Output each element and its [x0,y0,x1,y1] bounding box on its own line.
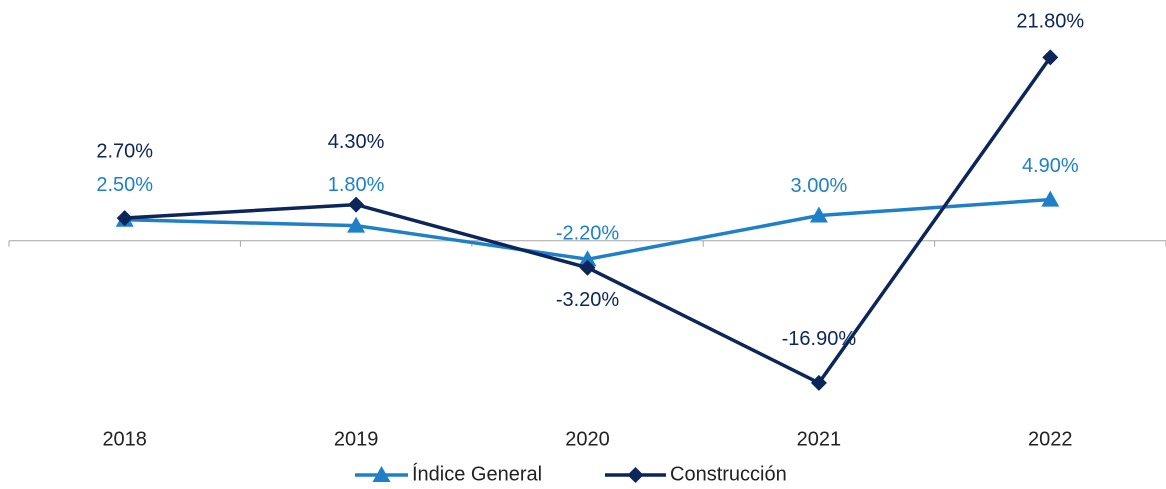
data-point [810,374,827,391]
x-tick-label: 2018 [102,428,147,450]
data-point [348,196,365,213]
data-label: 2.50% [96,174,153,196]
data-label: -2.20% [556,223,620,245]
data-label: 4.30% [328,131,385,153]
series-line [124,56,1052,386]
legend-label: Construcción [670,463,787,485]
x-tick-label: 2022 [1028,428,1073,450]
data-label: 1.80% [328,174,385,196]
data-label: 4.90% [1022,155,1079,177]
data-point [116,210,133,227]
data-point [809,206,828,223]
data-point [1041,190,1060,207]
data-label: 2.70% [96,140,153,162]
x-tick-label: 2020 [565,428,610,450]
data-point [579,259,596,276]
data-label: -3.20% [556,289,620,311]
legend-label: Índice General [412,462,542,485]
data-label: -16.90% [782,328,857,350]
data-point [578,250,597,267]
x-tick-label: 2021 [797,428,842,450]
data-point [347,216,366,233]
data-point [1042,49,1059,66]
x-tick-label: 2019 [334,428,379,450]
legend-marker [372,466,391,482]
data-label: 3.00% [791,175,848,197]
legend-marker [627,467,644,483]
data-label: 21.80% [1016,11,1084,33]
